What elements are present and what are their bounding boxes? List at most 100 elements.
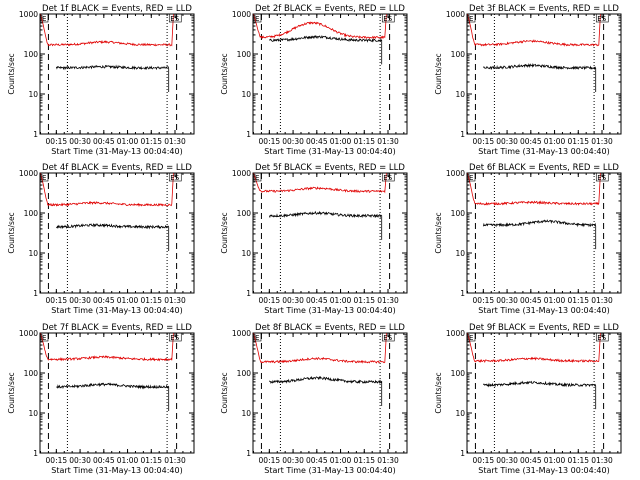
- events-series-line: [482, 62, 597, 92]
- y-tick-label: 1000: [446, 10, 465, 19]
- events-series-line: [268, 375, 383, 406]
- y-tick-label: 100: [237, 50, 252, 59]
- x-tick-label: 00:45: [93, 456, 115, 465]
- y-tick-label: 100: [237, 369, 252, 378]
- left-marker-label: E: [42, 15, 46, 23]
- y-tick-label: 10: [241, 409, 251, 418]
- x-tick-label: 01:15: [353, 296, 375, 305]
- plot-frame: [466, 172, 622, 294]
- events-series-line: [56, 223, 170, 251]
- x-tick-label: 01:15: [567, 137, 589, 146]
- y-tick-label: 1000: [232, 10, 251, 19]
- left-marker-box: [467, 172, 476, 182]
- panel-title: Det 1f BLACK = Events, RED = LLD: [42, 4, 192, 14]
- y-tick-label: 1: [460, 130, 465, 139]
- x-tick-label: 01:15: [567, 296, 589, 305]
- x-tick-label: 00:45: [520, 296, 542, 305]
- right-marker-label: ES: [170, 174, 179, 182]
- x-tick-label: 01:00: [330, 137, 352, 146]
- left-marker-label: E: [469, 174, 473, 182]
- y-tick-label: 10: [28, 409, 38, 418]
- x-tick-label: 00:45: [306, 296, 328, 305]
- x-tick-label: 00:15: [473, 137, 495, 146]
- y-tick-label: 100: [24, 209, 39, 218]
- x-tick-label: 00:30: [282, 296, 304, 305]
- right-marker-label: ES: [383, 334, 392, 342]
- detector-panel: Det 9f BLACK = Events, RED = LLD 1 10 100 10…: [434, 323, 622, 475]
- right-marker-box: [381, 172, 395, 182]
- lld-series-line: [467, 332, 601, 364]
- x-tick-label: 00:30: [496, 296, 518, 305]
- detector-panel: Det 4f BLACK = Events, RED = LLD 1 10 100 10…: [7, 163, 195, 315]
- left-marker-label: E: [42, 334, 46, 342]
- left-marker-label: E: [469, 334, 473, 342]
- detector-panel: Det 2f BLACK = Events, RED = LLD 1 10 100 10…: [220, 4, 408, 156]
- y-axis-label: Counts/sec: [220, 53, 229, 94]
- y-tick-label: 100: [24, 369, 39, 378]
- x-axis-label: Start Time (31-May-13 00:04:40): [51, 306, 182, 315]
- x-tick-label: 01:30: [591, 137, 613, 146]
- x-axis-label: Start Time (31-May-13 00:04:40): [264, 306, 395, 315]
- right-marker-box: [595, 13, 609, 23]
- left-marker-box: [40, 13, 49, 23]
- x-tick-label: 00:30: [69, 456, 91, 465]
- detector-panel: Det 8f BLACK = Events, RED = LLD 1 10 100 10…: [220, 323, 408, 475]
- x-tick-label: 01:15: [140, 137, 162, 146]
- x-tick-label: 00:45: [306, 137, 328, 146]
- y-tick-label: 10: [28, 249, 38, 258]
- plot-frame: [252, 172, 408, 294]
- x-tick-label: 01:00: [117, 137, 139, 146]
- plot-frame: [39, 332, 195, 454]
- panel-title: Det 7f BLACK = Events, RED = LLD: [42, 323, 192, 333]
- y-axis-label: Counts/sec: [434, 372, 443, 413]
- x-tick-label: 01:30: [377, 137, 399, 146]
- x-tick-label: 01:30: [377, 296, 399, 305]
- left-marker-box: [253, 332, 262, 342]
- right-marker-box: [168, 332, 182, 342]
- y-axis-label: Counts/sec: [220, 212, 229, 253]
- y-tick-label: 10: [28, 90, 38, 99]
- y-tick-label: 1000: [446, 169, 465, 178]
- x-tick-label: 00:45: [306, 456, 328, 465]
- left-marker-label: E: [255, 15, 259, 23]
- x-tick-label: 00:45: [93, 296, 115, 305]
- right-marker-label: ES: [383, 15, 392, 23]
- x-axis-label: Start Time (31-May-13 00:04:40): [478, 466, 609, 475]
- x-tick-label: 01:30: [164, 137, 186, 146]
- x-axis-label: Start Time (31-May-13 00:04:40): [264, 147, 395, 156]
- panel-title: Det 9f BLACK = Events, RED = LLD: [469, 323, 619, 333]
- right-marker-label: ES: [597, 15, 606, 23]
- x-tick-label: 01:30: [377, 456, 399, 465]
- lld-series-line: [467, 13, 601, 47]
- x-tick-label: 01:00: [330, 296, 352, 305]
- right-marker-label: ES: [170, 15, 179, 23]
- x-tick-label: 00:30: [282, 456, 304, 465]
- x-tick-label: 01:30: [591, 456, 613, 465]
- right-marker-box: [168, 13, 182, 23]
- y-axis-label: Counts/sec: [7, 372, 16, 413]
- lld-series-line: [253, 172, 387, 194]
- left-marker-box: [40, 172, 49, 182]
- lld-series-line: [253, 13, 387, 40]
- y-tick-label: 1: [33, 130, 38, 139]
- right-marker-label: ES: [170, 334, 179, 342]
- x-tick-label: 01:00: [544, 456, 566, 465]
- plot-frame: [466, 332, 622, 454]
- y-tick-label: 10: [241, 90, 251, 99]
- detector-panel: Det 3f BLACK = Events, RED = LLD 1 10 100 10…: [434, 4, 622, 156]
- left-marker-box: [253, 13, 262, 23]
- x-tick-label: 00:15: [46, 296, 68, 305]
- x-tick-label: 00:15: [259, 137, 281, 146]
- y-tick-label: 1: [33, 289, 38, 298]
- panel-title: Det 8f BLACK = Events, RED = LLD: [255, 323, 405, 333]
- x-tick-label: 00:15: [46, 137, 68, 146]
- events-series-line: [55, 64, 170, 92]
- left-marker-box: [253, 172, 262, 182]
- y-axis-label: Counts/sec: [7, 53, 16, 94]
- x-tick-label: 00:15: [473, 296, 495, 305]
- y-axis-label: Counts/sec: [220, 372, 229, 413]
- right-marker-label: ES: [597, 174, 606, 182]
- x-tick-label: 01:15: [353, 137, 375, 146]
- y-tick-label: 10: [455, 249, 465, 258]
